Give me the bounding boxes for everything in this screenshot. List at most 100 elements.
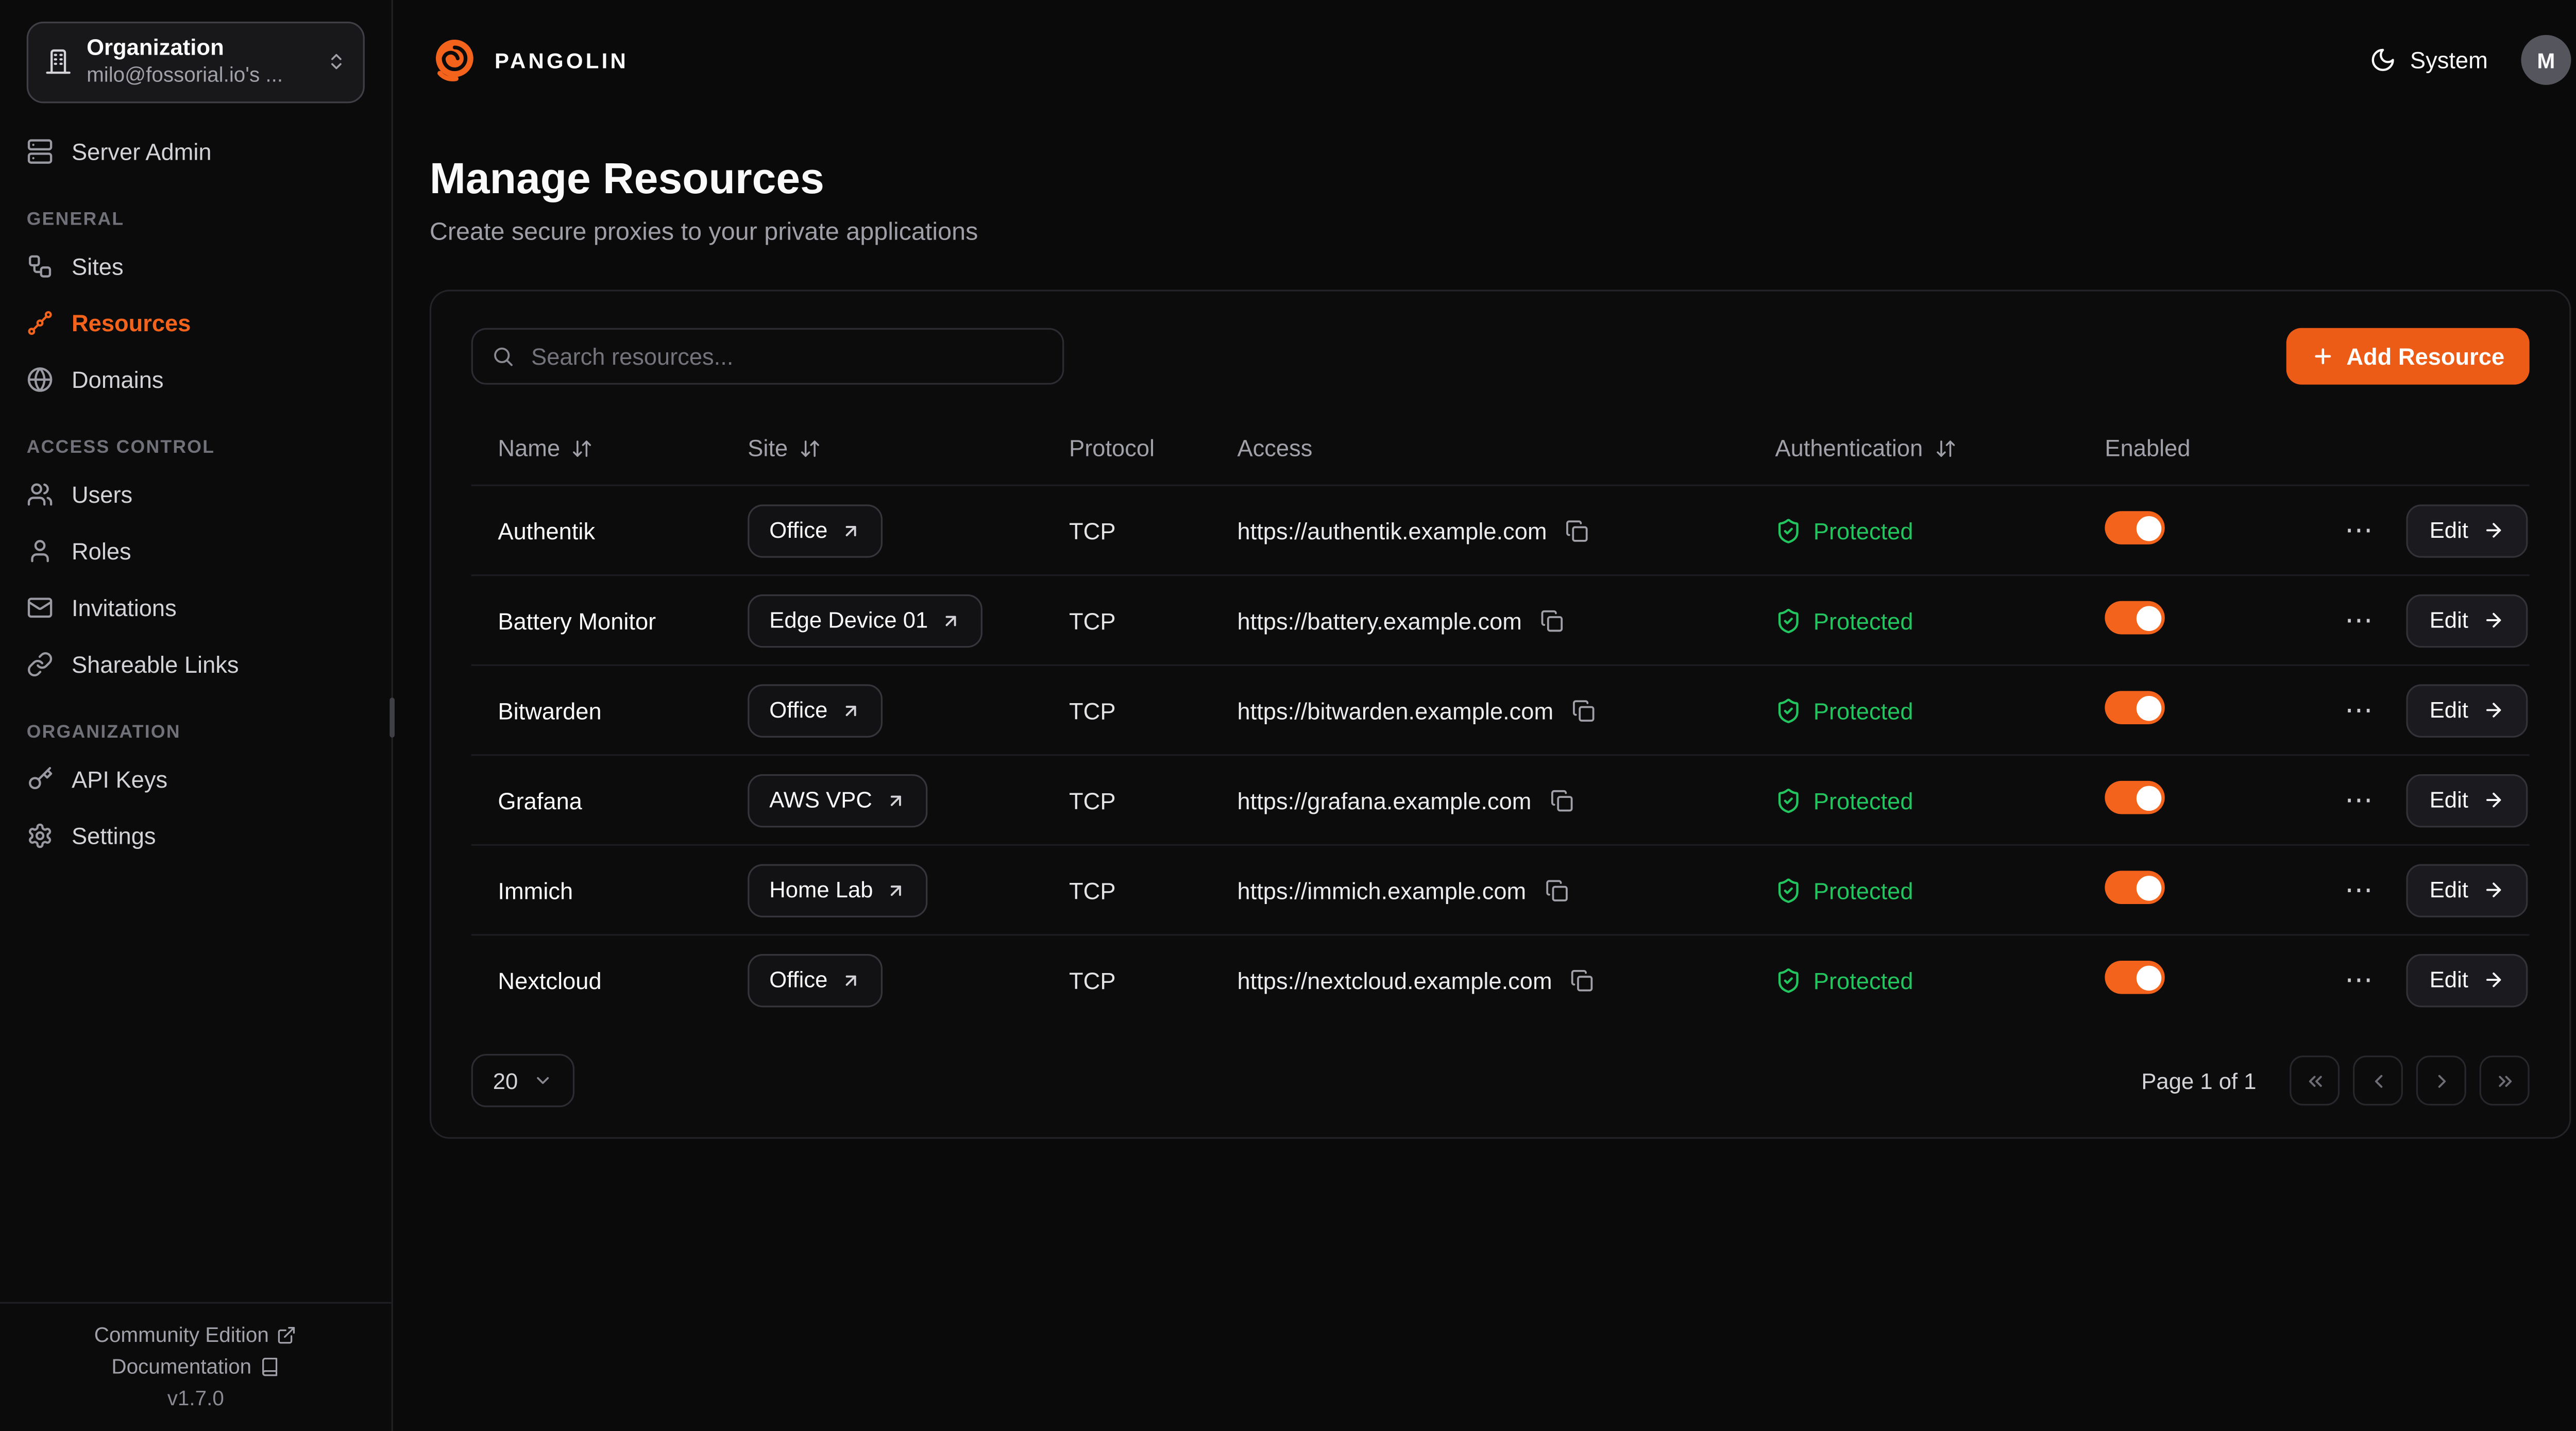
auth-status-badge: Protected <box>1813 696 1913 724</box>
globe-icon <box>27 366 53 391</box>
sidebar-item-shareable-links[interactable]: Shareable Links <box>27 635 365 692</box>
row-menu-button[interactable]: ⋯ <box>2338 869 2381 911</box>
site-link-button[interactable]: Home Lab <box>748 863 928 917</box>
next-page-button[interactable] <box>2416 1055 2466 1106</box>
edit-label: Edit <box>2429 518 2468 543</box>
row-menu-button[interactable]: ⋯ <box>2338 959 2381 1001</box>
chevron-right-icon <box>2437 1074 2445 1087</box>
row-menu-button[interactable]: ⋯ <box>2338 689 2381 731</box>
edit-button[interactable]: Edit <box>2406 953 2529 1007</box>
avatar[interactable]: M <box>2521 35 2571 85</box>
resource-access-url: https://authentik.example.com <box>1237 517 1547 544</box>
sidebar-resize-handle[interactable] <box>388 697 394 738</box>
resource-name: Battery Monitor <box>498 607 656 634</box>
mail-icon <box>27 597 53 617</box>
edit-label: Edit <box>2429 697 2468 723</box>
enabled-toggle[interactable] <box>2105 780 2165 814</box>
chevrons-left-icon <box>2308 1075 2321 1086</box>
sidebar-item-roles[interactable]: Roles <box>27 522 365 578</box>
sort-icon[interactable] <box>1935 437 1956 458</box>
copy-url-button[interactable] <box>1568 695 1598 725</box>
arrow-up-right-icon <box>845 525 856 536</box>
site-label: Office <box>769 697 828 723</box>
shield-check-icon <box>1778 608 1799 633</box>
gear-icon <box>29 823 52 847</box>
copy-icon <box>1566 519 1588 541</box>
table-row: Nextcloud Office TCP https://nextcloud.e… <box>471 934 2530 1024</box>
arrow-right-icon <box>2486 523 2502 538</box>
resource-protocol: TCP <box>1069 966 1116 993</box>
arrow-right-icon <box>2486 703 2502 718</box>
edit-button[interactable]: Edit <box>2406 683 2529 737</box>
edit-button[interactable]: Edit <box>2406 593 2529 647</box>
column-header-name: Name <box>498 435 748 461</box>
row-menu-button[interactable]: ⋯ <box>2338 509 2381 551</box>
enabled-toggle[interactable] <box>2105 871 2165 905</box>
edit-button[interactable]: Edit <box>2406 773 2529 827</box>
chevron-down-icon <box>537 1077 549 1084</box>
sidebar-item-label: API Keys <box>71 765 168 792</box>
previous-page-button[interactable] <box>2353 1055 2403 1106</box>
table-row: Immich Home Lab TCP https://immich.examp… <box>471 844 2530 934</box>
sort-icon[interactable] <box>800 437 821 458</box>
row-menu-button[interactable]: ⋯ <box>2338 779 2381 821</box>
last-page-button[interactable] <box>2479 1055 2530 1106</box>
arrow-up-right-icon <box>845 705 856 716</box>
brand-logo[interactable]: PANGOLIN <box>430 35 629 85</box>
edit-label: Edit <box>2429 607 2468 633</box>
theme-toggle[interactable]: System <box>2370 46 2488 74</box>
arrow-right-icon <box>2486 792 2502 808</box>
arrow-right-icon <box>2486 882 2502 897</box>
site-label: AWS VPC <box>769 787 872 813</box>
site-link-button[interactable]: AWS VPC <box>748 773 927 827</box>
documentation-link[interactable]: Documentation <box>111 1354 280 1378</box>
site-link-button[interactable]: Edge Device 01 <box>748 593 983 647</box>
add-resource-button[interactable]: Add Resource <box>2286 328 2530 385</box>
site-link-button[interactable]: Office <box>748 953 883 1007</box>
theme-label: System <box>2410 46 2488 74</box>
copy-url-button[interactable] <box>1537 605 1567 635</box>
resource-access-url: https://battery.example.com <box>1237 607 1522 634</box>
sidebar-item-settings[interactable]: Settings <box>27 807 365 863</box>
external-link-icon <box>279 1326 296 1343</box>
copy-url-button[interactable] <box>1547 785 1577 815</box>
enabled-toggle[interactable] <box>2105 601 2165 635</box>
sort-icon[interactable] <box>572 437 594 458</box>
sidebar-item-resources[interactable]: Resources <box>27 294 365 350</box>
sidebar-item-label: Domains <box>71 365 164 393</box>
row-menu-button[interactable]: ⋯ <box>2338 600 2381 641</box>
column-header-access: Access <box>1237 434 1313 462</box>
sidebar-item-invitations[interactable]: Invitations <box>27 578 365 635</box>
org-selector[interactable]: Organization milo@fossorial.io's ... <box>26 22 365 103</box>
enabled-toggle[interactable] <box>2105 960 2165 994</box>
enabled-toggle[interactable] <box>2105 691 2165 724</box>
page-size-select[interactable]: 20 <box>471 1053 575 1108</box>
site-link-button[interactable]: Office <box>748 683 883 737</box>
resource-name: Grafana <box>498 787 582 813</box>
first-page-button[interactable] <box>2290 1055 2340 1106</box>
auth-status-badge: Protected <box>1813 517 1913 544</box>
search-input[interactable] <box>528 341 1044 371</box>
sidebar-item-api-keys[interactable]: API Keys <box>27 750 365 807</box>
resource-name: Nextcloud <box>498 966 602 993</box>
sidebar-item-domains[interactable]: Domains <box>27 350 365 407</box>
shield-check-icon <box>1778 877 1799 902</box>
moon-icon <box>2372 48 2395 71</box>
copy-url-button[interactable] <box>1541 875 1571 905</box>
shield-check-icon <box>1778 788 1799 812</box>
enabled-toggle[interactable] <box>2105 511 2165 544</box>
plus-icon <box>2315 348 2331 365</box>
sidebar-item-sites[interactable]: Sites <box>27 237 365 294</box>
edit-button[interactable]: Edit <box>2406 863 2529 917</box>
copy-url-button[interactable] <box>1562 515 1592 545</box>
community-edition-link[interactable]: Community Edition <box>94 1323 297 1346</box>
site-link-button[interactable]: Office <box>748 503 883 557</box>
sidebar-item-server-admin[interactable]: Server Admin <box>27 123 365 179</box>
sidebar-item-users[interactable]: Users <box>27 465 365 522</box>
copy-url-button[interactable] <box>1567 965 1597 995</box>
key-icon <box>29 766 53 789</box>
edit-button[interactable]: Edit <box>2406 503 2529 557</box>
copy-icon <box>1545 879 1567 901</box>
workflow-icon <box>29 254 52 277</box>
sidebar-item-label: Invitations <box>71 593 177 620</box>
